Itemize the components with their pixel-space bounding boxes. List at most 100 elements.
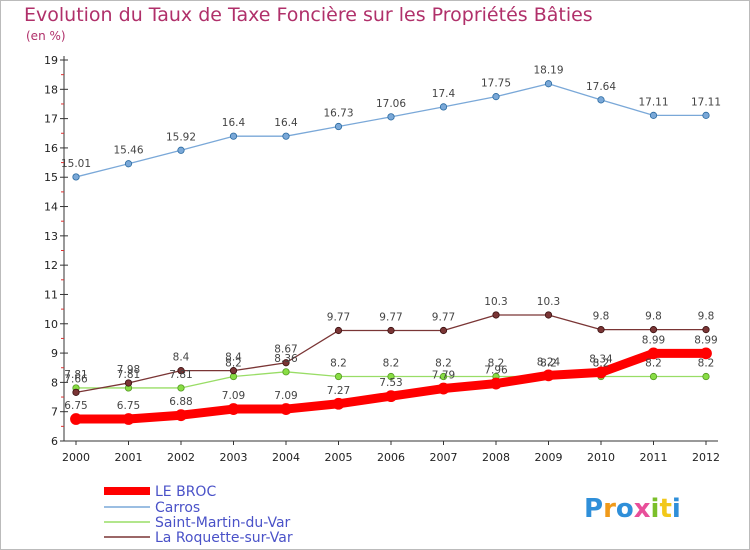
series-point-3 <box>387 326 395 335</box>
data-label-3: 10.3 <box>484 296 507 308</box>
data-label-3: 9.77 <box>432 312 455 324</box>
brand-letter: P <box>584 494 603 524</box>
data-label-0: 6.88 <box>169 396 192 408</box>
x-tick-label: 2004 <box>272 451 300 464</box>
series-point-3 <box>492 311 500 319</box>
data-label-3: 9.8 <box>593 311 610 323</box>
x-tick-label: 2002 <box>167 451 195 464</box>
series-point-0 <box>700 347 712 360</box>
data-label-1: 15.46 <box>113 145 143 157</box>
x-tick-label: 2001 <box>115 451 143 464</box>
series-point-1 <box>702 111 710 119</box>
legend-label-3: La Roquette-sur-Var <box>155 530 293 546</box>
series-point-2 <box>702 372 710 381</box>
legend-label-0: LE BROC <box>155 484 216 500</box>
legend-label-1: Carros <box>155 500 200 516</box>
series-point-2 <box>387 372 395 381</box>
series-point-0 <box>175 409 187 422</box>
data-label-2: 8.2 <box>698 358 715 370</box>
y-tick-label: 15 <box>44 171 58 184</box>
y-tick-label: 9 <box>51 347 58 360</box>
series-point-3 <box>124 379 133 387</box>
series-point-2 <box>334 372 343 381</box>
data-label-2: 8.36 <box>274 353 298 365</box>
series-point-1 <box>282 132 290 140</box>
x-tick-label: 2005 <box>325 451 353 464</box>
brand-text: Proxiti <box>584 494 681 524</box>
series-point-1 <box>597 96 605 104</box>
y-tick-label: 17 <box>44 113 58 126</box>
x-tick-label: 2007 <box>430 451 458 464</box>
series-point-3 <box>649 326 658 334</box>
data-label-2: 8.2 <box>435 358 452 370</box>
chart-title: Evolution du Taux de Taxe Foncière sur l… <box>24 4 593 26</box>
data-label-0: 8.34 <box>589 353 613 365</box>
data-label-1: 17.06 <box>376 98 406 110</box>
series-point-0 <box>332 397 345 410</box>
data-label-1: 16.4 <box>222 117 246 129</box>
data-label-0: 7.09 <box>274 390 297 402</box>
data-label-1: 15.92 <box>166 131 196 143</box>
series-point-0 <box>647 347 660 360</box>
data-label-1: 17.64 <box>586 81 616 93</box>
x-tick-label: 2012 <box>692 451 720 464</box>
series-point-0 <box>385 390 397 403</box>
y-tick-label: 10 <box>44 318 58 331</box>
brand-letter: t <box>659 494 671 524</box>
series-point-0 <box>595 366 607 379</box>
data-label-2: 8.2 <box>645 358 662 370</box>
y-tick-label: 8 <box>51 376 58 389</box>
data-label-3: 9.77 <box>379 312 402 324</box>
series-point-2 <box>439 372 448 381</box>
series-point-1 <box>492 93 500 101</box>
data-label-1: 17.75 <box>481 78 511 90</box>
brand-letter: x <box>634 494 651 524</box>
brand-letter: r <box>603 494 616 524</box>
series-point-2 <box>649 372 658 381</box>
x-tick-label: 2011 <box>640 451 668 464</box>
data-label-1: 16.73 <box>323 108 353 120</box>
data-label-0: 7.27 <box>327 385 350 397</box>
x-tick-label: 2010 <box>587 451 615 464</box>
data-label-3: 10.3 <box>537 296 560 308</box>
series-point-1 <box>229 132 238 140</box>
series-point-3 <box>229 367 238 375</box>
series-point-1 <box>177 146 185 154</box>
series-point-2 <box>282 368 290 376</box>
data-label-1: 16.4 <box>274 117 298 129</box>
data-label-3: 7.98 <box>117 364 140 376</box>
series-point-0 <box>490 377 502 390</box>
data-label-0: 6.75 <box>117 400 140 412</box>
brand-logo: Proxiti <box>584 494 681 524</box>
brand-letter: i <box>672 494 681 524</box>
y-tick-label: 6 <box>51 435 58 448</box>
data-label-2: 7.81 <box>64 369 87 381</box>
y-tick-label: 16 <box>44 142 58 155</box>
series-layer <box>70 80 712 425</box>
series-point-3 <box>177 367 185 375</box>
data-label-2: 8.2 <box>383 358 400 370</box>
series-point-0 <box>70 413 82 425</box>
series-point-1 <box>439 103 448 111</box>
x-tick-label: 2008 <box>482 451 510 464</box>
series-point-0 <box>122 413 135 425</box>
y-tick-label: 14 <box>44 201 58 214</box>
data-label-3: 8.4 <box>225 352 242 364</box>
y-tick-label: 7 <box>51 406 58 419</box>
series-point-3 <box>282 359 290 367</box>
data-label-2: 8.2 <box>540 358 557 370</box>
series-point-1 <box>649 111 658 119</box>
series-point-3 <box>702 326 710 334</box>
data-label-0: 7.96 <box>484 365 508 377</box>
series-point-1 <box>334 122 343 131</box>
data-label-1: 18.19 <box>533 65 563 77</box>
series-point-0 <box>227 403 240 415</box>
data-labels: 15.01 15.46 15.92 16.4 16.4 16.73 17.06 17.4 17.… <box>61 65 721 412</box>
data-label-1: 17.11 <box>638 96 668 108</box>
series-point-0 <box>437 382 450 395</box>
legend-label-2: Saint-Martin-du-Var <box>155 515 291 531</box>
